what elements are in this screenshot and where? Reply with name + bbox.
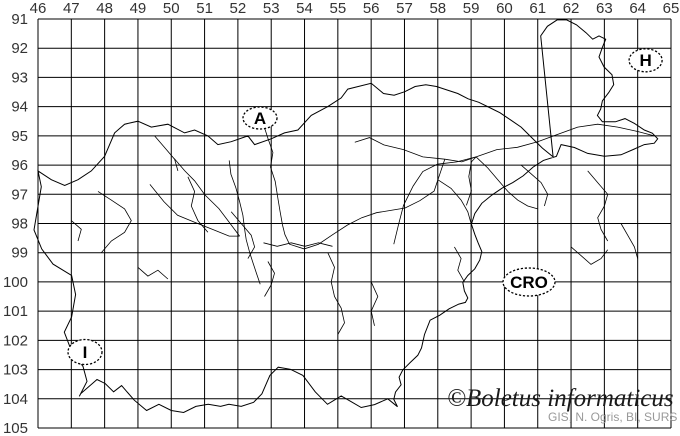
svg-text:65: 65 [663,0,680,17]
svg-text:60: 60 [496,0,513,17]
svg-text:58: 58 [429,0,446,17]
svg-text:55: 55 [329,0,346,17]
svg-text:62: 62 [563,0,580,17]
svg-text:52: 52 [230,0,247,17]
svg-text:53: 53 [263,0,280,17]
svg-text:A: A [254,109,266,128]
svg-text:96: 96 [11,157,28,174]
svg-text:50: 50 [163,0,180,17]
svg-text:46: 46 [30,0,47,17]
svg-text:59: 59 [463,0,480,17]
svg-text:CRO: CRO [510,273,548,292]
svg-text:97: 97 [11,186,28,203]
svg-text:101: 101 [3,303,28,320]
svg-text:91: 91 [11,11,28,28]
svg-text:57: 57 [396,0,413,17]
svg-text:54: 54 [296,0,313,17]
svg-text:63: 63 [596,0,613,17]
svg-text:GIS, N. Ogris, BI, SURS: GIS, N. Ogris, BI, SURS [548,410,677,424]
svg-text:104: 104 [3,391,28,408]
svg-text:95: 95 [11,128,28,145]
svg-text:100: 100 [3,274,28,291]
svg-text:92: 92 [11,40,28,57]
svg-text:©Boletus informaticus: ©Boletus informaticus [447,385,674,412]
svg-text:64: 64 [629,0,646,17]
svg-text:49: 49 [130,0,147,17]
svg-text:47: 47 [63,0,80,17]
svg-text:I: I [83,343,88,362]
svg-text:98: 98 [11,216,28,233]
svg-text:H: H [639,51,651,70]
svg-text:99: 99 [11,245,28,262]
svg-text:56: 56 [363,0,380,17]
svg-text:51: 51 [196,0,213,17]
svg-text:93: 93 [11,69,28,86]
svg-text:102: 102 [3,332,28,349]
svg-text:103: 103 [3,362,28,379]
svg-text:105: 105 [3,420,28,436]
svg-text:94: 94 [11,99,28,116]
svg-text:61: 61 [529,0,546,17]
svg-text:48: 48 [96,0,113,17]
